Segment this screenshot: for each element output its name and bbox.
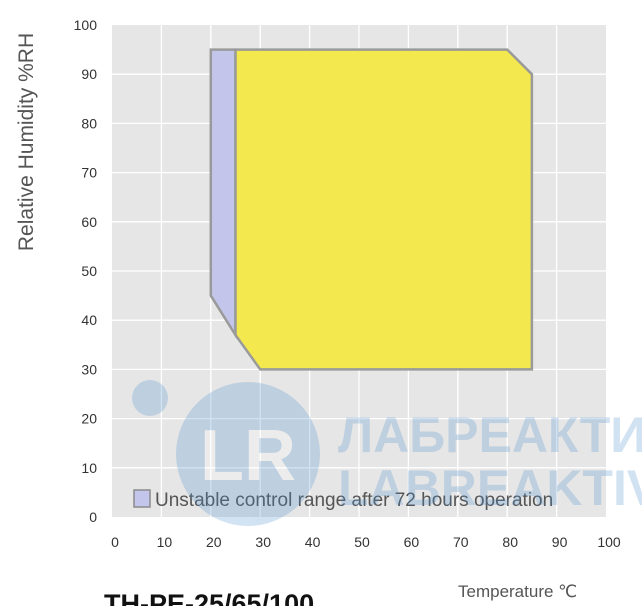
y-tick-label: 40 [81, 312, 97, 328]
legend: Unstable control range after 72 hours op… [133, 489, 553, 511]
y-tick-label: 60 [81, 214, 97, 230]
y-tick-label: 100 [74, 17, 98, 33]
chart-title: TH-PE-25/65/100 [104, 589, 314, 606]
y-tick-label: 20 [81, 411, 97, 427]
y-tick-label: 10 [81, 460, 97, 476]
y-tick-labels: 0 10 20 30 40 50 60 70 80 90 100 [74, 17, 98, 525]
watermark-line-2: LABREAKTIV [338, 460, 642, 516]
watermark-logo-circle-icon [176, 382, 320, 526]
watermark-logo-dot-icon [132, 380, 168, 416]
x-tick-label: 20 [206, 534, 222, 550]
x-tick-label: 100 [597, 534, 621, 550]
x-tick-label: 40 [305, 534, 321, 550]
x-tick-label: 30 [255, 534, 271, 550]
y-tick-label: 50 [81, 263, 97, 279]
y-tick-label: 0 [89, 509, 97, 525]
y-tick-label: 90 [81, 66, 97, 82]
x-tick-label: 10 [157, 534, 173, 550]
y-tick-label: 70 [81, 165, 97, 181]
data-areas [209, 48, 534, 371]
legend-label: Unstable control range after 72 hours op… [155, 490, 553, 511]
x-axis-title: Temperature ℃ [458, 582, 577, 601]
x-tick-label: 70 [453, 534, 469, 550]
y-axis-title: Relative Humidity %RH [15, 33, 38, 251]
watermark-logo-letters: LR [200, 416, 296, 496]
y-tick-label: 80 [81, 115, 97, 131]
watermark-line-1: ЛАБРЕАКТИВ [338, 407, 642, 463]
legend-swatch [133, 489, 151, 508]
y-tick-label: 30 [81, 361, 97, 377]
x-tick-label: 90 [552, 534, 568, 550]
x-tick-label: 50 [354, 534, 370, 550]
watermark: LR ЛАБРЕАКТИВ LABREAKTIV [132, 380, 642, 526]
x-tick-label: 80 [502, 534, 518, 550]
x-tick-label: 0 [111, 534, 119, 550]
control-range-area [234, 48, 534, 371]
x-tick-label: 60 [404, 534, 420, 550]
x-tick-labels: 0 10 20 30 40 50 60 70 80 90 100 [111, 534, 621, 550]
unstable-range-area [209, 48, 237, 340]
